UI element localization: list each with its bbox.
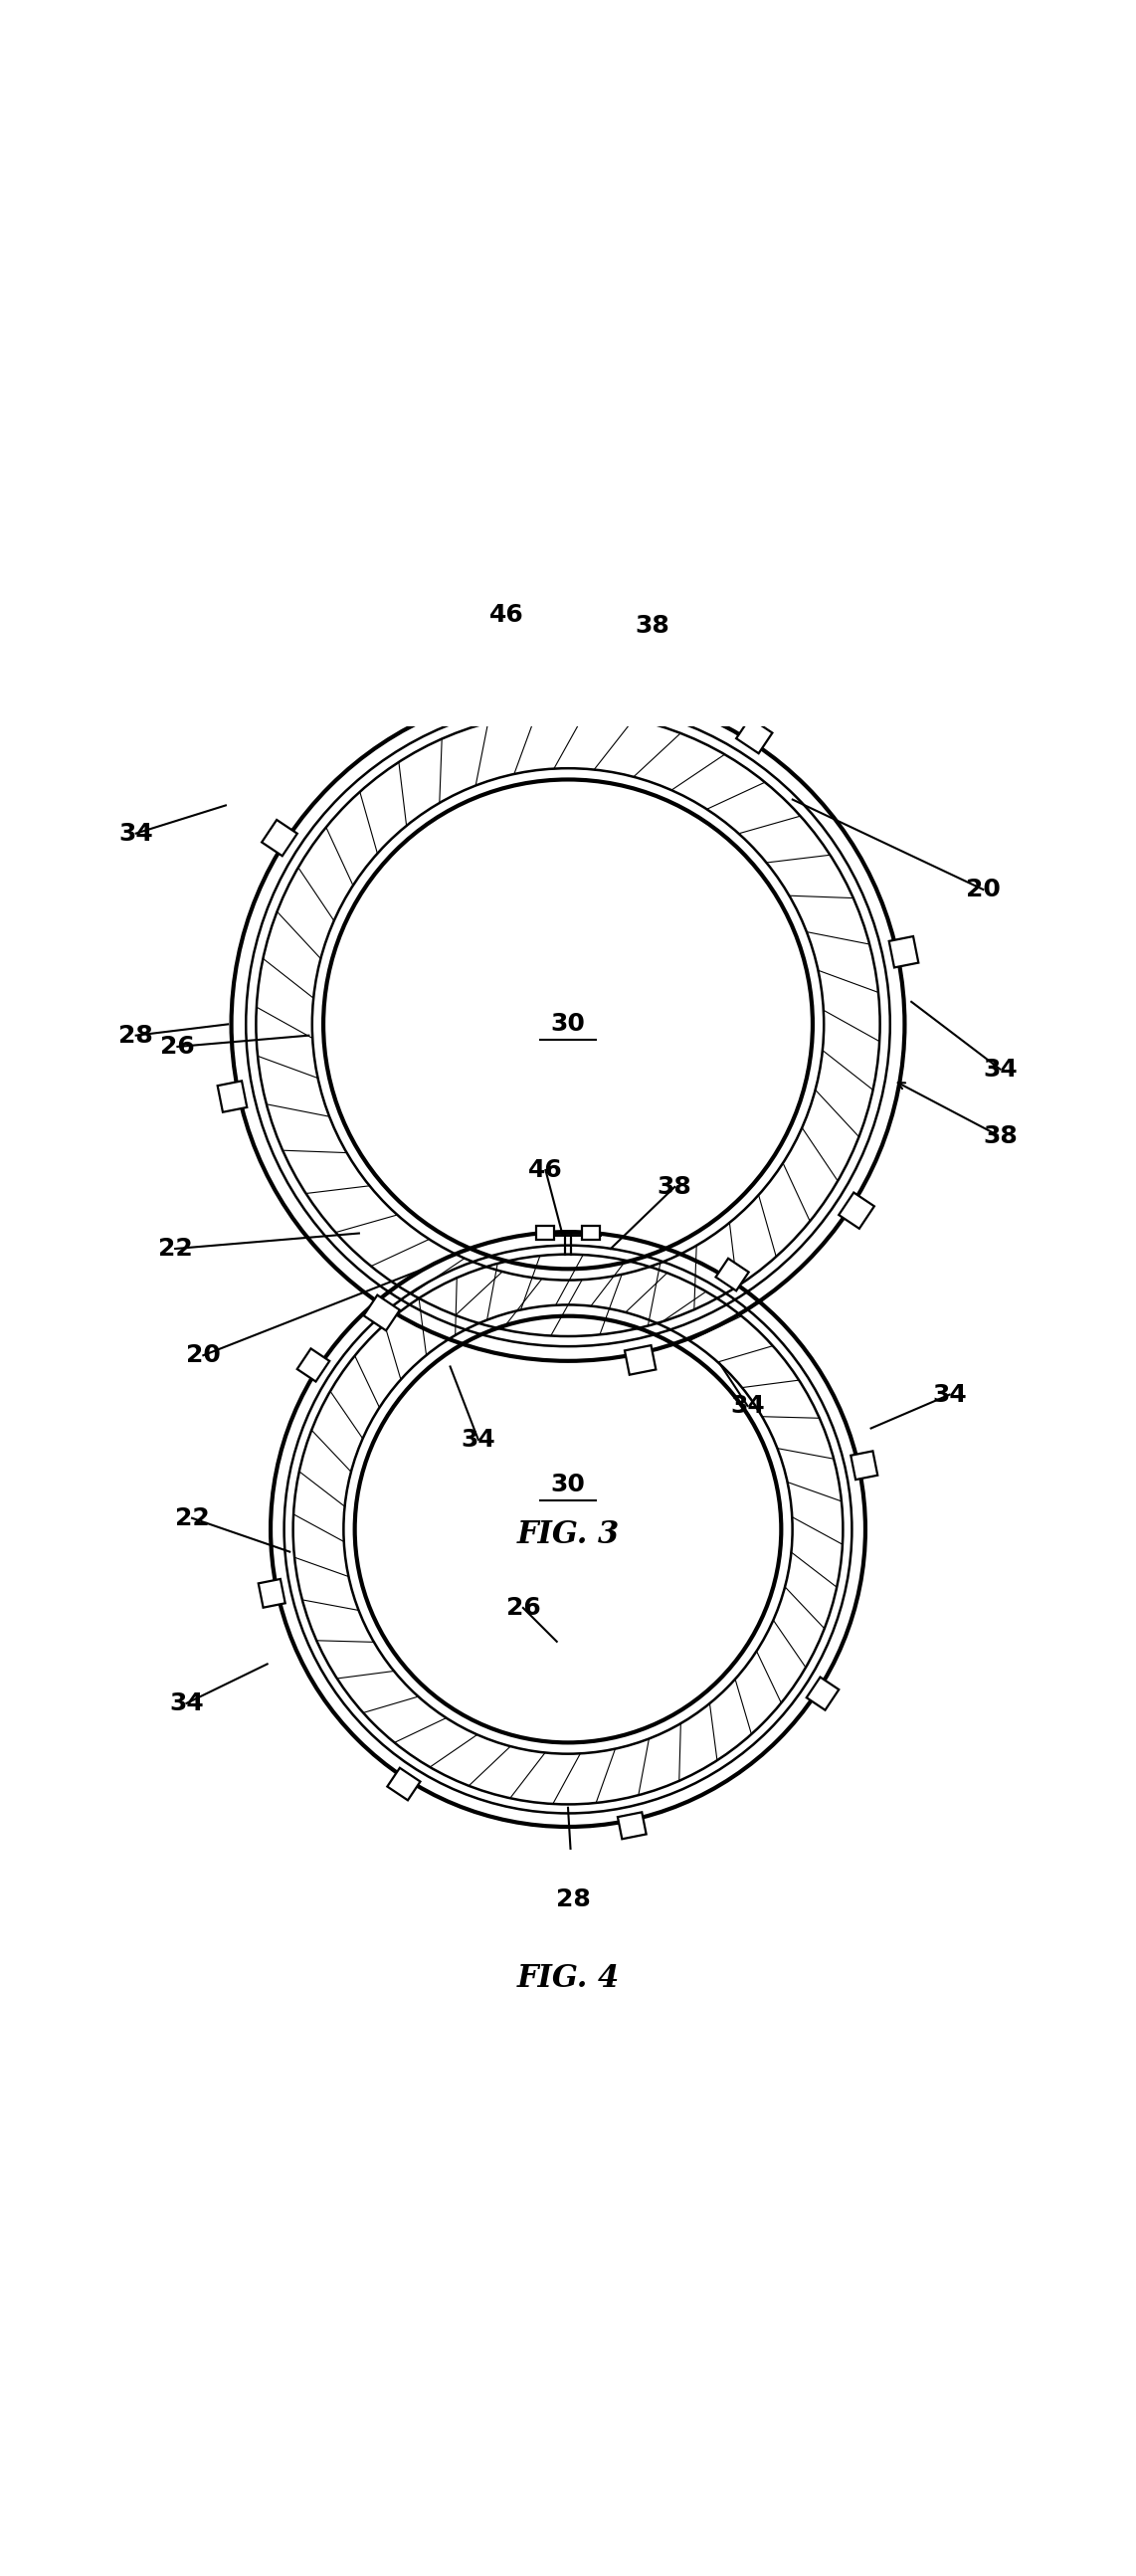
Text: FIG. 3: FIG. 3 <box>517 1520 619 1551</box>
Polygon shape <box>364 1296 400 1332</box>
Bar <box>578 688 604 711</box>
Polygon shape <box>217 1082 247 1113</box>
Polygon shape <box>736 719 772 752</box>
Polygon shape <box>261 819 298 855</box>
Text: 38: 38 <box>658 1175 692 1198</box>
Text: 30: 30 <box>551 1473 585 1497</box>
Polygon shape <box>851 1450 878 1479</box>
Polygon shape <box>838 1193 875 1229</box>
Polygon shape <box>625 1345 655 1376</box>
Text: 46: 46 <box>528 1159 562 1182</box>
Polygon shape <box>807 1677 838 1710</box>
Text: 26: 26 <box>160 1036 194 1059</box>
Text: 34: 34 <box>169 1692 203 1716</box>
Text: 26: 26 <box>506 1597 541 1620</box>
Text: 34: 34 <box>730 1394 765 1417</box>
Text: 22: 22 <box>175 1507 209 1530</box>
Polygon shape <box>889 935 919 969</box>
Text: 20: 20 <box>966 878 1001 902</box>
Polygon shape <box>298 1350 329 1381</box>
Text: 34: 34 <box>983 1056 1018 1082</box>
Bar <box>532 688 558 711</box>
Bar <box>536 1226 554 1239</box>
Polygon shape <box>258 1579 285 1607</box>
Text: 38: 38 <box>983 1126 1018 1149</box>
Text: 28: 28 <box>557 1888 591 1911</box>
Text: 28: 28 <box>118 1023 153 1048</box>
Text: 22: 22 <box>158 1236 192 1260</box>
Polygon shape <box>387 1767 420 1801</box>
Polygon shape <box>618 1811 646 1839</box>
Polygon shape <box>716 1260 749 1291</box>
Text: 38: 38 <box>635 613 669 639</box>
Text: 34: 34 <box>461 1427 495 1450</box>
Bar <box>582 1226 600 1239</box>
Text: 20: 20 <box>186 1345 220 1368</box>
Text: FIG. 4: FIG. 4 <box>517 1963 619 1994</box>
Text: 34: 34 <box>118 822 153 845</box>
Text: 30: 30 <box>551 1012 585 1036</box>
Text: 46: 46 <box>488 603 524 626</box>
Text: 34: 34 <box>933 1383 967 1406</box>
